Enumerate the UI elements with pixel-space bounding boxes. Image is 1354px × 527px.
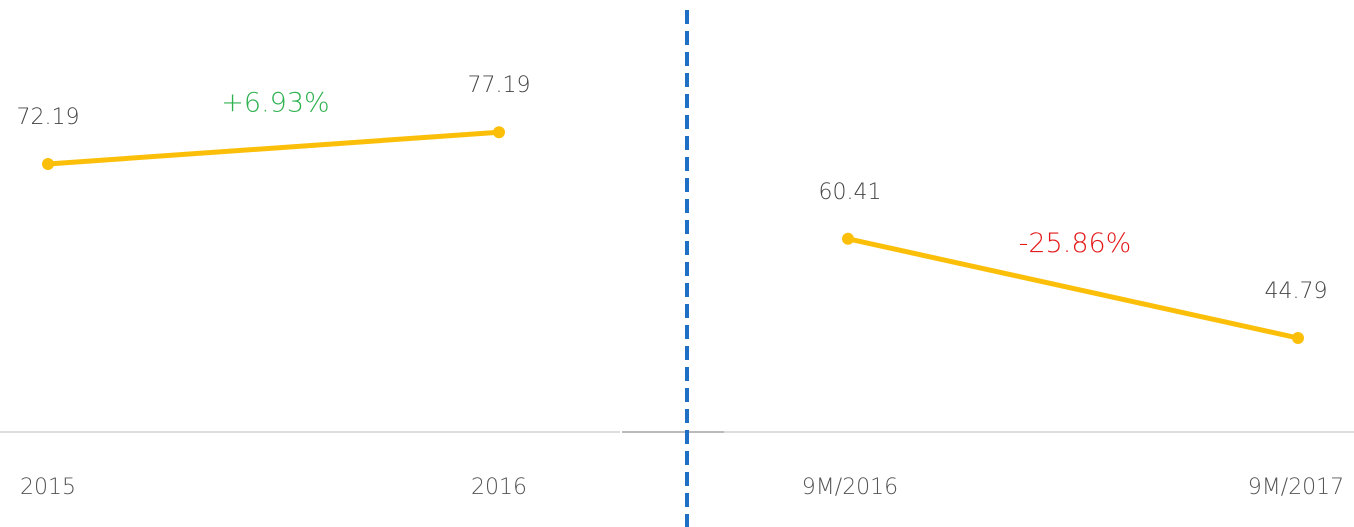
value-label: 60.41 <box>819 180 882 205</box>
point <box>842 232 854 245</box>
x-tick-label: 9M/2016 <box>802 475 898 500</box>
point <box>42 157 54 170</box>
line <box>847 236 1299 341</box>
value-label: 77.19 <box>468 73 531 98</box>
value-label: 72.19 <box>17 105 80 130</box>
x-tick-label: 9M/2017 <box>1248 475 1344 500</box>
change-annotation: -25.86% <box>1019 228 1132 259</box>
point <box>493 126 505 139</box>
point <box>1292 332 1304 345</box>
x-tick-label: 2015 <box>20 475 76 500</box>
line <box>47 129 500 167</box>
x-tick-label: 2016 <box>471 475 527 500</box>
change-annotation: +6.93% <box>221 88 329 119</box>
value-label: 44.79 <box>1265 279 1328 304</box>
